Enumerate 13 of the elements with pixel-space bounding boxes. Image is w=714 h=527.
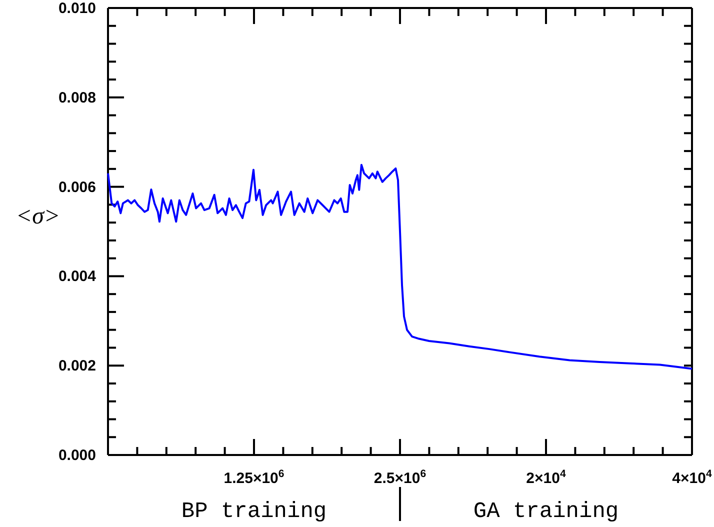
y-tick-label: 0.006 bbox=[58, 178, 96, 196]
y-tick-label: 0.010 bbox=[58, 0, 96, 17]
x-axis-title: GA training bbox=[473, 499, 619, 524]
x-axis-title: BP training bbox=[181, 499, 327, 524]
x-tick-label: 4×10$^{4}$ bbox=[672, 468, 712, 487]
x-tick-label: 2×10$^{4}$ bbox=[526, 468, 566, 487]
y-tick-label: 0.002 bbox=[58, 358, 96, 375]
y-axis-title: <σ> bbox=[16, 204, 60, 230]
y-tick-label: 0.004 bbox=[58, 268, 97, 286]
x-tick-label: 2.5×10$^{6}$ bbox=[374, 468, 426, 487]
x-tick-label: 1.25×10$^{6}$ bbox=[224, 468, 284, 487]
y-tick-label: 0.000 bbox=[58, 447, 96, 464]
y-tick-label: 0.008 bbox=[58, 89, 96, 106]
